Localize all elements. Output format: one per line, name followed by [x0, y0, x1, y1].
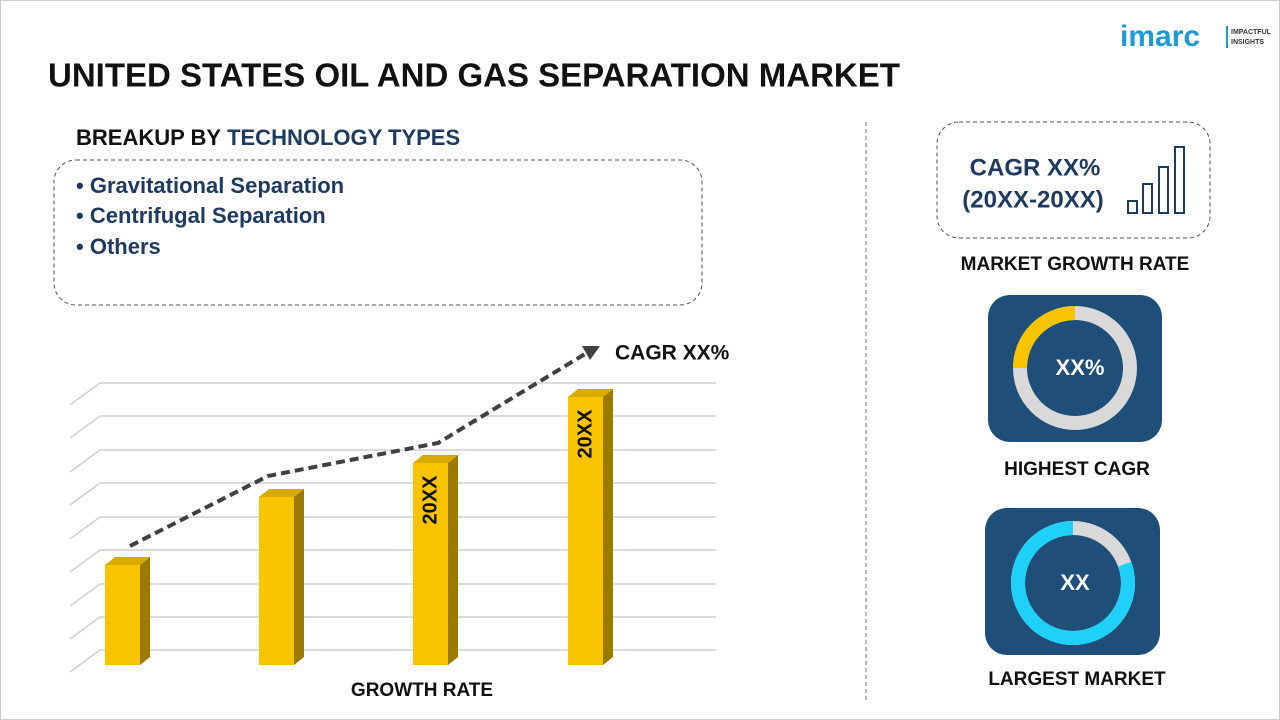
- cagr-period: (20XX-20XX): [962, 186, 1103, 213]
- tile-value: XX%: [1056, 355, 1105, 380]
- chart-grid: [69, 382, 716, 673]
- logo-tagline: IMPACTFUL: [1231, 29, 1272, 36]
- caption: LARGEST MARKET: [988, 669, 1166, 690]
- caption: MARKET GROWTH RATE: [961, 254, 1190, 275]
- item-text: Centrifugal Separation: [90, 203, 326, 228]
- section-heading: BREAKUP BY TECHNOLOGY TYPES: [76, 125, 460, 150]
- cagr-box: [936, 121, 1211, 239]
- heading-emphasis: TECHNOLOGY TYPES: [227, 125, 460, 150]
- trend-arrow: [582, 346, 600, 360]
- donut-arc: [1013, 306, 1076, 369]
- item-text: Others: [90, 234, 161, 259]
- item-text: Gravitational Separation: [90, 173, 344, 198]
- bar-label: 20XX: [419, 475, 441, 525]
- list-item: • Centrifugal Separation: [76, 203, 326, 228]
- bar-label: 20XX: [574, 409, 596, 459]
- donut-arc: [1011, 521, 1135, 645]
- list-box: [53, 159, 703, 306]
- trend-line: [129, 352, 587, 548]
- logo-tagline: INSIGHTS: [1231, 39, 1264, 46]
- tile-value: XX: [1060, 570, 1090, 595]
- caption: HIGHEST CAGR: [1004, 459, 1150, 480]
- logo-name: imarc: [1120, 20, 1200, 53]
- growth-icon: [1127, 146, 1185, 214]
- cagr-value: CAGR XX%: [970, 154, 1101, 181]
- axis-label: GROWTH RATE: [351, 680, 493, 701]
- list-item: • Others: [76, 234, 161, 259]
- bars: [105, 389, 613, 665]
- chart-cagr: CAGR XX%: [615, 342, 730, 365]
- list-item: • Gravitational Separation: [76, 173, 344, 198]
- page-title: UNITED STATES OIL AND GAS SEPARATION MAR…: [48, 57, 900, 94]
- heading-prefix: BREAKUP BY: [76, 125, 221, 150]
